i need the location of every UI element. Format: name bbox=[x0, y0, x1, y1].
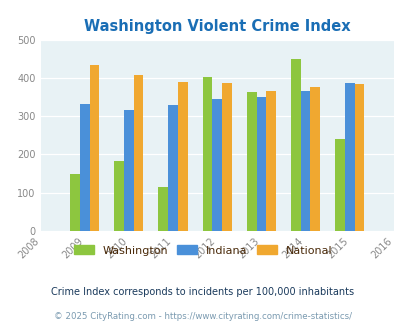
Bar bbox=[290, 59, 300, 231]
Bar bbox=[90, 65, 99, 231]
Bar bbox=[300, 91, 309, 231]
Bar bbox=[168, 105, 177, 231]
Bar bbox=[246, 92, 256, 231]
Bar bbox=[309, 87, 319, 231]
Bar bbox=[354, 84, 363, 231]
Bar bbox=[133, 75, 143, 231]
Bar bbox=[70, 174, 80, 231]
Bar bbox=[114, 161, 124, 231]
Bar bbox=[212, 99, 222, 231]
Title: Washington Violent Crime Index: Washington Violent Crime Index bbox=[84, 19, 350, 34]
Bar bbox=[256, 97, 266, 231]
Bar bbox=[202, 77, 212, 231]
Legend: Washington, Indiana, National: Washington, Indiana, National bbox=[69, 241, 336, 260]
Bar bbox=[158, 187, 168, 231]
Bar bbox=[124, 111, 133, 231]
Bar bbox=[266, 90, 275, 231]
Bar bbox=[222, 83, 231, 231]
Bar bbox=[334, 139, 344, 231]
Text: Crime Index corresponds to incidents per 100,000 inhabitants: Crime Index corresponds to incidents per… bbox=[51, 287, 354, 297]
Bar bbox=[80, 104, 90, 231]
Bar bbox=[177, 82, 187, 231]
Text: © 2025 CityRating.com - https://www.cityrating.com/crime-statistics/: © 2025 CityRating.com - https://www.city… bbox=[54, 312, 351, 321]
Bar bbox=[344, 83, 354, 231]
